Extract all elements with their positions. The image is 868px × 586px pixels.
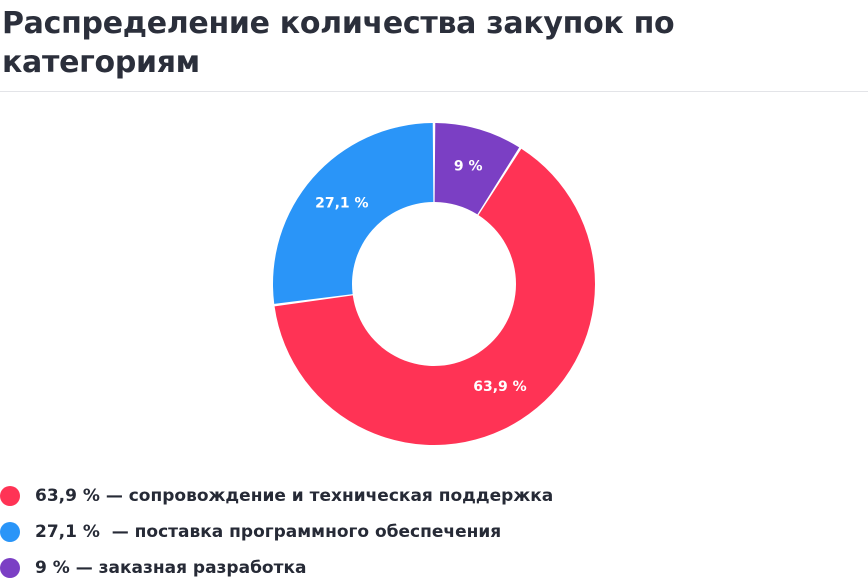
slice-support bbox=[274, 148, 595, 445]
slice-custom-dev bbox=[434, 123, 520, 215]
legend-label-software: 27,1 % — поставка программного обеспечен… bbox=[35, 522, 502, 542]
legend-item-support: 63,9 % — сопровождение и техническая под… bbox=[0, 478, 553, 514]
slice-label-custom-dev: 9 % bbox=[454, 158, 483, 174]
chart-legend: 63,9 % — сопровождение и техническая под… bbox=[0, 478, 553, 586]
slice-label-software: 27,1 % bbox=[315, 195, 368, 211]
donut-labels: 63,9 % 27,1 % 9 % bbox=[315, 158, 527, 395]
legend-marker-custom-dev bbox=[0, 558, 20, 578]
legend-label-support: 63,9 % — сопровождение и техническая под… bbox=[35, 486, 554, 506]
donut-slices bbox=[273, 123, 595, 445]
legend-item-software: 27,1 % — поставка программного обеспечен… bbox=[0, 514, 553, 550]
legend-marker-software bbox=[0, 522, 20, 542]
title-divider bbox=[0, 91, 868, 92]
slice-software bbox=[273, 123, 434, 304]
legend-label-custom-dev: 9 % — заказная разработка bbox=[35, 558, 307, 578]
chart-title: Распределение количества закупок по кате… bbox=[2, 6, 675, 80]
slice-label-support: 63,9 % bbox=[473, 379, 526, 395]
legend-marker-support bbox=[0, 486, 20, 506]
legend-item-custom-dev: 9 % — заказная разработка bbox=[0, 550, 553, 586]
donut-chart: 63,9 % 27,1 % 9 % bbox=[273, 123, 595, 445]
